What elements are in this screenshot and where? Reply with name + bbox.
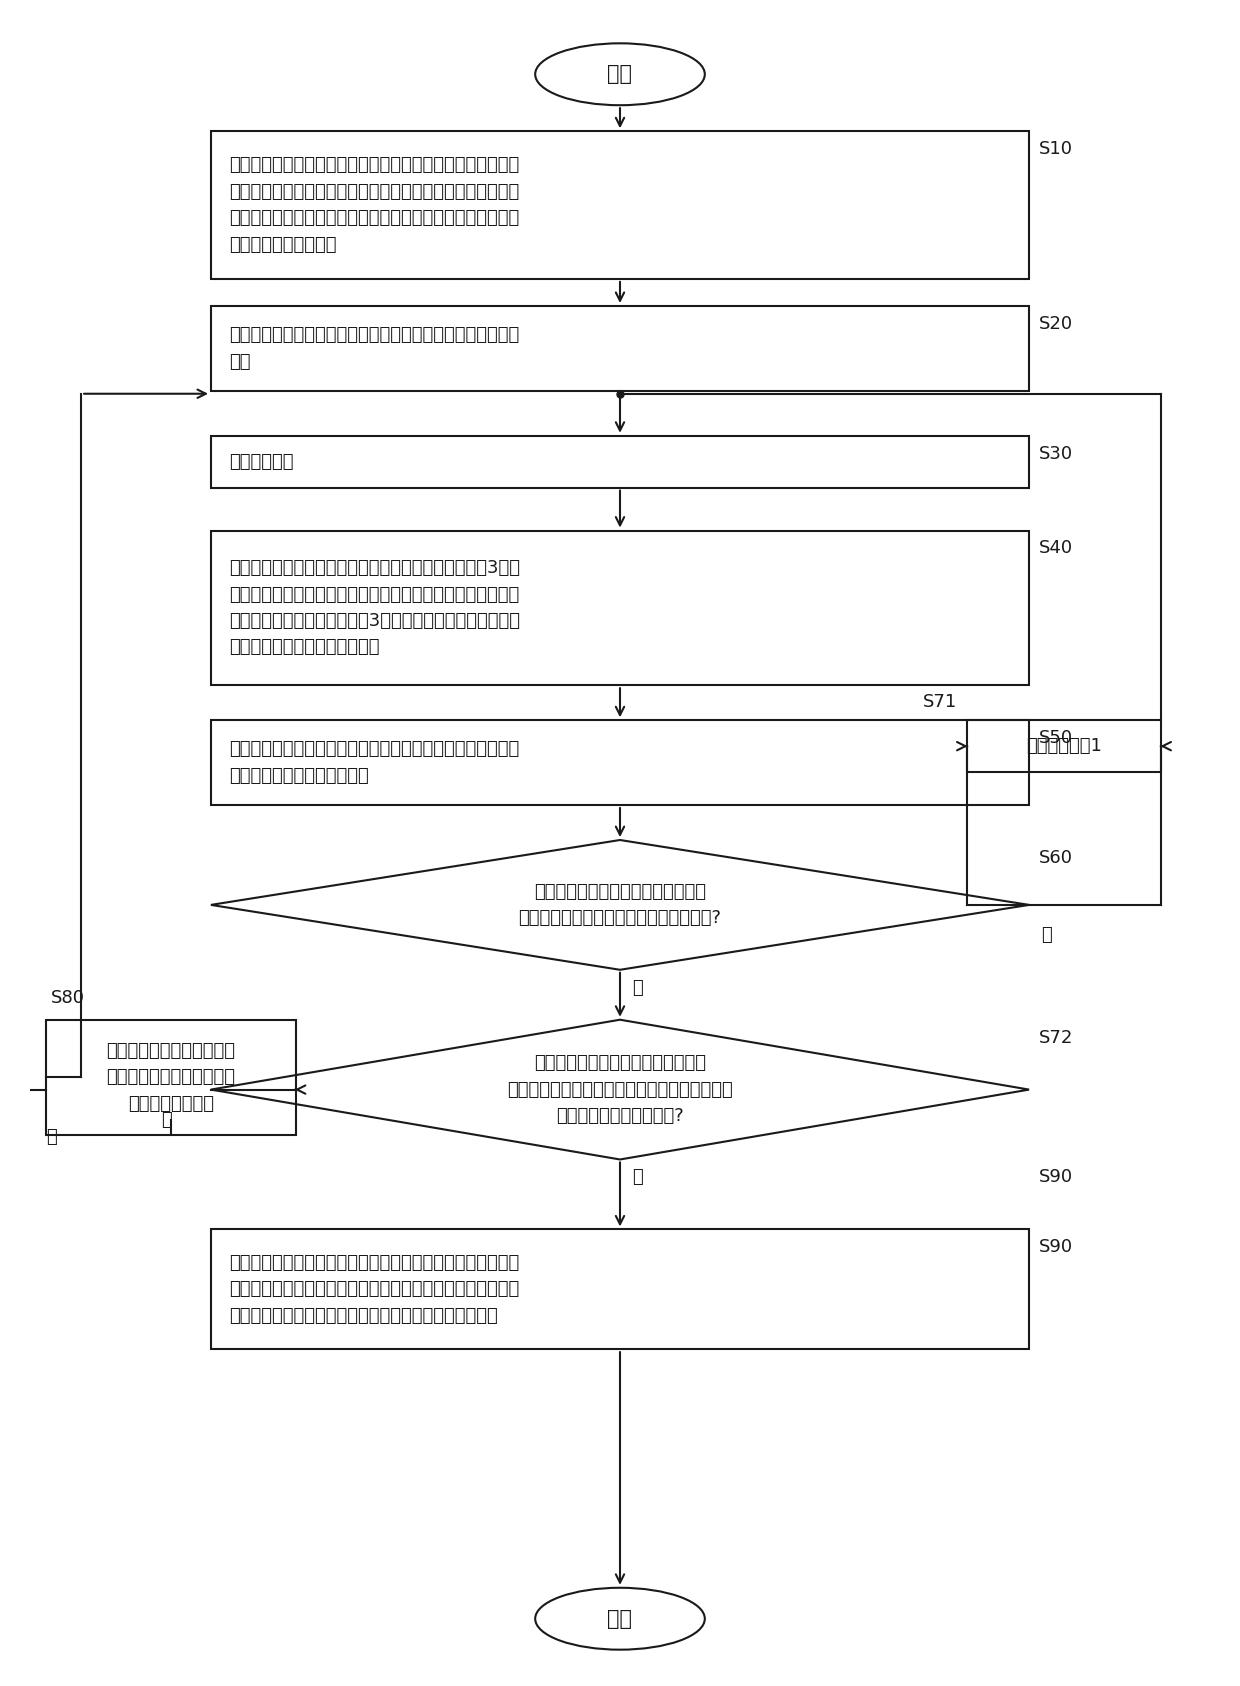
Text: 否: 否 (46, 1128, 57, 1146)
Text: S60: S60 (1039, 850, 1073, 867)
Text: 结束: 结束 (608, 1608, 632, 1629)
Text: 否: 否 (1042, 926, 1052, 944)
Text: S90: S90 (1039, 1238, 1073, 1256)
Text: 在投切式绍缘监测装置中母线正负极对地间分别接入一自动校
准电路，所述自动校准电路包括相互串接的校准开关以及供模
拟母线正极和负极对地等效绍缘电阴的校准电阔，其中: 在投切式绍缘监测装置中母线正负极对地间分别接入一自动校 准电路，所述自动校准电路… (229, 157, 520, 253)
Text: 将所述第一预设时间间隔增
加一时间定値，以作为新的
第一预设时间间隔: 将所述第一预设时间间隔增 加一时间定値，以作为新的 第一预设时间间隔 (107, 1042, 236, 1113)
Text: S50: S50 (1039, 728, 1073, 747)
Text: 判断所述母线正极和负极的对地等效
绍缘电阔的计算次数是否达到一预定次数?: 判断所述母线正极和负极的对地等效 绍缘电阔的计算次数是否达到一预定次数? (518, 883, 722, 927)
Text: 是: 是 (632, 1168, 642, 1187)
Text: S30: S30 (1039, 445, 1073, 462)
Text: S80: S80 (51, 988, 86, 1007)
Text: S71: S71 (923, 693, 957, 711)
Text: S10: S10 (1039, 140, 1073, 158)
Text: 否: 否 (161, 1111, 172, 1128)
Text: 分析所计算的预定次数组的母线正极
和负极的对地等效绍缘电阔与已知的校准电阔的
误差是否达到一合理范围?: 分析所计算的预定次数组的母线正极 和负极的对地等效绍缘电阔与已知的校准电阔的 误… (507, 1054, 733, 1125)
Text: S20: S20 (1039, 315, 1073, 332)
Text: S72: S72 (1039, 1028, 1074, 1047)
Text: 测量母线电压: 测量母线电压 (229, 452, 294, 470)
Text: S90: S90 (1039, 1168, 1073, 1187)
Text: 在电容充电或放电开始后，每隔一第一预设时间间隔分3次采
集母线正极对地电压，并据以计算得到母线正极对地电压，且
每隔所述第一预设时间间隔分3次釆集母线负极对地电: 在电容充电或放电开始后，每隔一第一预设时间间隔分3次采 集母线正极对地电压，并据… (229, 560, 520, 656)
Text: 存储所述第一预设时间间隔，断开校准开关，启动投切式绍缘
监测装置以所存储的第一预设时间间隔进入正常的绍缘电阔监
测模式，对母线正极和负极的对地等效绍缘电阔进行监: 存储所述第一预设时间间隔，断开校准开关，启动投切式绍缘 监测装置以所存储的第一预… (229, 1254, 520, 1325)
Text: 开始: 开始 (608, 64, 632, 84)
Text: 将计算次数加1: 将计算次数加1 (1025, 737, 1102, 755)
Text: S40: S40 (1039, 540, 1073, 558)
Text: 是: 是 (632, 980, 642, 996)
Text: 闭合校准开关后，启动投切式绍缘监测装置进入误差自动校准
模式: 闭合校准开关后，启动投切式绍缘监测装置进入误差自动校准 模式 (229, 325, 520, 371)
Text: 根据所述母线电压及所述母线正极和负极对地电压计算母线正
极和负极的对地等效绍缘电阔: 根据所述母线电压及所述母线正极和负极对地电压计算母线正 极和负极的对地等效绍缘电… (229, 740, 520, 784)
